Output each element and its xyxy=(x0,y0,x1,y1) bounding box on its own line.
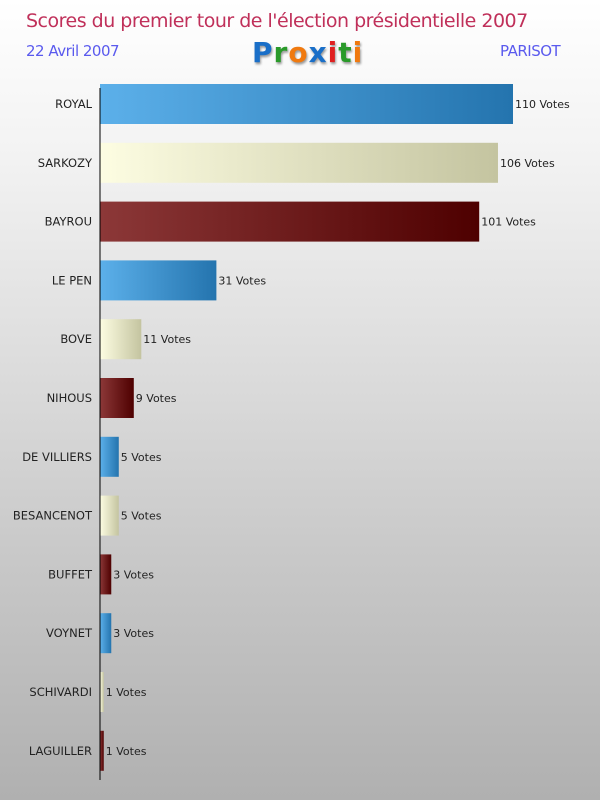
bar-le-pen xyxy=(100,260,217,301)
category-label: BAYROU xyxy=(45,215,92,229)
bar-de-villiers xyxy=(100,436,119,477)
chart-title: Scores du premier tour de l'élection pré… xyxy=(26,10,528,32)
bar-royal xyxy=(100,84,513,124)
category-label: VOYNET xyxy=(46,626,93,640)
category-label: DE VILLIERS xyxy=(22,450,92,464)
bar-laguiller xyxy=(100,730,104,771)
category-label: LAGUILLER xyxy=(29,744,92,758)
category-label: SCHIVARDI xyxy=(29,685,92,699)
bar-voynet xyxy=(100,613,112,654)
value-label: 106 Votes xyxy=(500,157,555,170)
bar-bayrou xyxy=(100,201,480,242)
bar-besancenot xyxy=(100,495,119,536)
value-label: 9 Votes xyxy=(136,392,177,405)
value-label: 1 Votes xyxy=(106,745,147,758)
election-date: 22 Avril 2007 xyxy=(26,42,120,60)
value-label: 3 Votes xyxy=(113,627,154,640)
category-label: BUFFET xyxy=(48,567,93,581)
value-label: 3 Votes xyxy=(113,568,154,581)
bar-sarkozy xyxy=(100,142,498,183)
category-label: LE PEN xyxy=(52,273,92,287)
value-label: 110 Votes xyxy=(515,98,570,111)
bar-buffet xyxy=(100,554,112,595)
category-label: NIHOUS xyxy=(47,391,92,405)
category-label: BESANCENOT xyxy=(13,509,93,523)
bar-bove xyxy=(100,319,142,360)
bar-nihous xyxy=(100,378,134,418)
value-label: 101 Votes xyxy=(481,216,536,229)
category-label: BOVE xyxy=(60,332,92,346)
category-label: ROYAL xyxy=(55,97,92,111)
category-label: SARKOZY xyxy=(38,156,93,170)
bar-schivardi xyxy=(100,672,104,712)
value-label: 5 Votes xyxy=(121,451,162,464)
value-label: 1 Votes xyxy=(106,686,147,699)
value-label: 31 Votes xyxy=(218,274,266,287)
value-label: 5 Votes xyxy=(121,510,162,523)
value-label: 11 Votes xyxy=(143,333,191,346)
commune-name: PARISOT xyxy=(500,42,561,60)
proxiti-logo: Proxiti xyxy=(252,36,364,69)
